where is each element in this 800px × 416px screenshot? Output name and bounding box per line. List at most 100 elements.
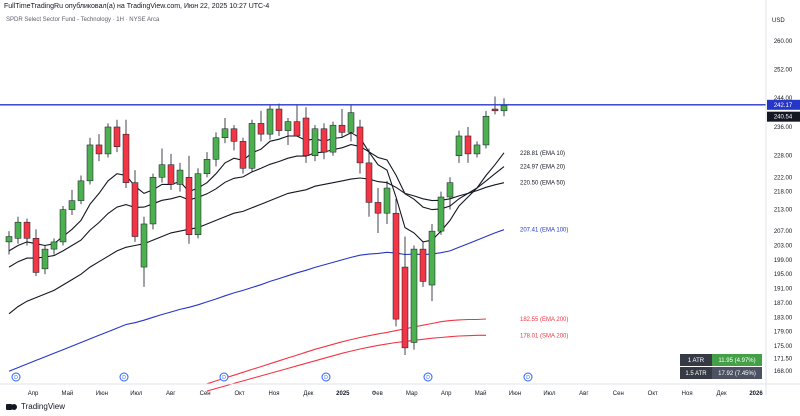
dividend-marker-letter: D xyxy=(14,375,18,381)
candle-body xyxy=(140,223,148,268)
atr-label-bg xyxy=(680,354,712,366)
time-tick-label: Сен xyxy=(200,391,211,397)
resistance-price-label: 242.17 xyxy=(774,103,793,109)
dividend-marker xyxy=(423,372,433,382)
candle xyxy=(59,206,67,246)
candle-body xyxy=(482,115,490,146)
price-tick-label: 203.00 xyxy=(774,244,793,250)
candle xyxy=(365,148,373,217)
candle-body xyxy=(374,202,382,214)
candle-body xyxy=(320,128,328,153)
atr-panel: 1 ATR 11.95 (4.97%) 1.5 ATR 17.92 (7.45%) xyxy=(680,354,762,379)
dividend-marker xyxy=(219,372,229,382)
time-tick-label: Сен xyxy=(613,391,624,397)
candle xyxy=(140,216,148,287)
atr-value: 17.92 (7.45%) xyxy=(718,371,756,377)
candle-body xyxy=(329,124,337,153)
time-tick-label: Окт xyxy=(648,391,658,397)
candle-body xyxy=(473,144,481,155)
candle-body xyxy=(50,241,58,250)
candle xyxy=(5,231,13,255)
currency-label: USD xyxy=(772,18,785,24)
atr-label-bg xyxy=(680,367,712,379)
candle-body xyxy=(437,196,445,232)
time-tick-label: Мар xyxy=(406,391,418,397)
candle xyxy=(302,107,310,163)
candle xyxy=(392,198,400,327)
ma-label-sma-200: 178.01 (SMA 200) xyxy=(520,333,568,339)
time-tick-label: Апр xyxy=(441,391,452,397)
candle xyxy=(356,119,364,174)
candle-body xyxy=(275,108,283,131)
price-axis: 260.00 252.00 244.00 236.00 228.00 222.00 218.… xyxy=(765,0,793,395)
candles xyxy=(5,96,508,356)
ma-label-ema-10: 228.81 (EMA 10) xyxy=(520,151,565,157)
candle-body xyxy=(383,187,391,214)
candle-body xyxy=(266,108,274,135)
candle-body xyxy=(221,128,229,139)
ma-labels: 228.81 (EMA 10) 224.97 (EMA 20) 220.50 (EM… xyxy=(520,151,568,339)
candle-body xyxy=(95,144,103,155)
price-tick-label: 244.00 xyxy=(774,96,793,102)
candle xyxy=(23,218,31,246)
candle-body xyxy=(113,126,121,147)
candle-body xyxy=(248,123,256,169)
publish-line: FullTimeTradingRu опубликовал(а) на Trad… xyxy=(4,3,270,10)
last-price-label: 240.54 xyxy=(774,115,793,121)
candle-body xyxy=(131,182,139,237)
candle-body xyxy=(302,117,310,156)
candle-body xyxy=(419,248,427,282)
time-tick-label: Авг xyxy=(166,391,176,397)
dividend-marker-letter: D xyxy=(122,375,126,381)
time-tick-label: 2026 xyxy=(749,391,763,397)
atr-value-bg xyxy=(712,367,762,379)
candle xyxy=(41,245,49,275)
candle-body xyxy=(59,209,67,243)
candle xyxy=(410,245,418,350)
candle-body xyxy=(428,230,436,286)
candle xyxy=(248,119,256,172)
time-axis: Апр Май Июн Июл Авг Сен Окт Ноя Дек 2025 Фев Мар Апр… xyxy=(0,383,800,397)
candle xyxy=(158,148,166,183)
candle-body xyxy=(239,141,247,169)
atr-label: 1 ATR xyxy=(688,358,705,364)
candle xyxy=(14,216,22,244)
price-tick-label: 260.00 xyxy=(774,39,793,45)
time-tick-label: Июл xyxy=(543,391,556,397)
candle-body xyxy=(401,266,409,349)
candle-body xyxy=(293,121,301,137)
candle xyxy=(311,125,319,162)
candle-body xyxy=(311,128,319,156)
price-tick-label: 213.00 xyxy=(774,208,793,214)
tradingview-logo[interactable]: TradingView xyxy=(6,402,65,411)
time-tick-label: Апр xyxy=(28,391,39,397)
candle-body xyxy=(77,180,85,201)
candle xyxy=(239,137,247,174)
candle xyxy=(122,119,130,189)
candle-body xyxy=(338,124,346,133)
candle-body xyxy=(410,248,418,343)
candle-body xyxy=(86,144,94,182)
ma-line-ema-200 xyxy=(206,318,487,385)
time-tick-label: Май xyxy=(475,390,487,397)
tradingview-logo-icon xyxy=(6,403,18,411)
candle-body xyxy=(68,200,76,210)
candle-body xyxy=(203,159,211,174)
ma-line-sma-200 xyxy=(206,334,486,392)
candle-body xyxy=(23,221,31,239)
candle xyxy=(374,188,382,233)
candle xyxy=(68,189,76,215)
candle-body xyxy=(122,133,130,183)
candle xyxy=(464,126,472,163)
candle-body xyxy=(347,112,355,133)
candle-body xyxy=(257,123,265,135)
dividend-marker-letter: D xyxy=(324,375,328,381)
time-tick-label: Ноя xyxy=(682,391,693,397)
candle xyxy=(401,236,409,356)
dividend-marker-letter: D xyxy=(222,375,226,381)
candle xyxy=(212,132,220,167)
candle-body xyxy=(194,173,202,235)
time-tick-label: Дек xyxy=(303,391,313,397)
ma-line-ema-50 xyxy=(8,177,505,315)
